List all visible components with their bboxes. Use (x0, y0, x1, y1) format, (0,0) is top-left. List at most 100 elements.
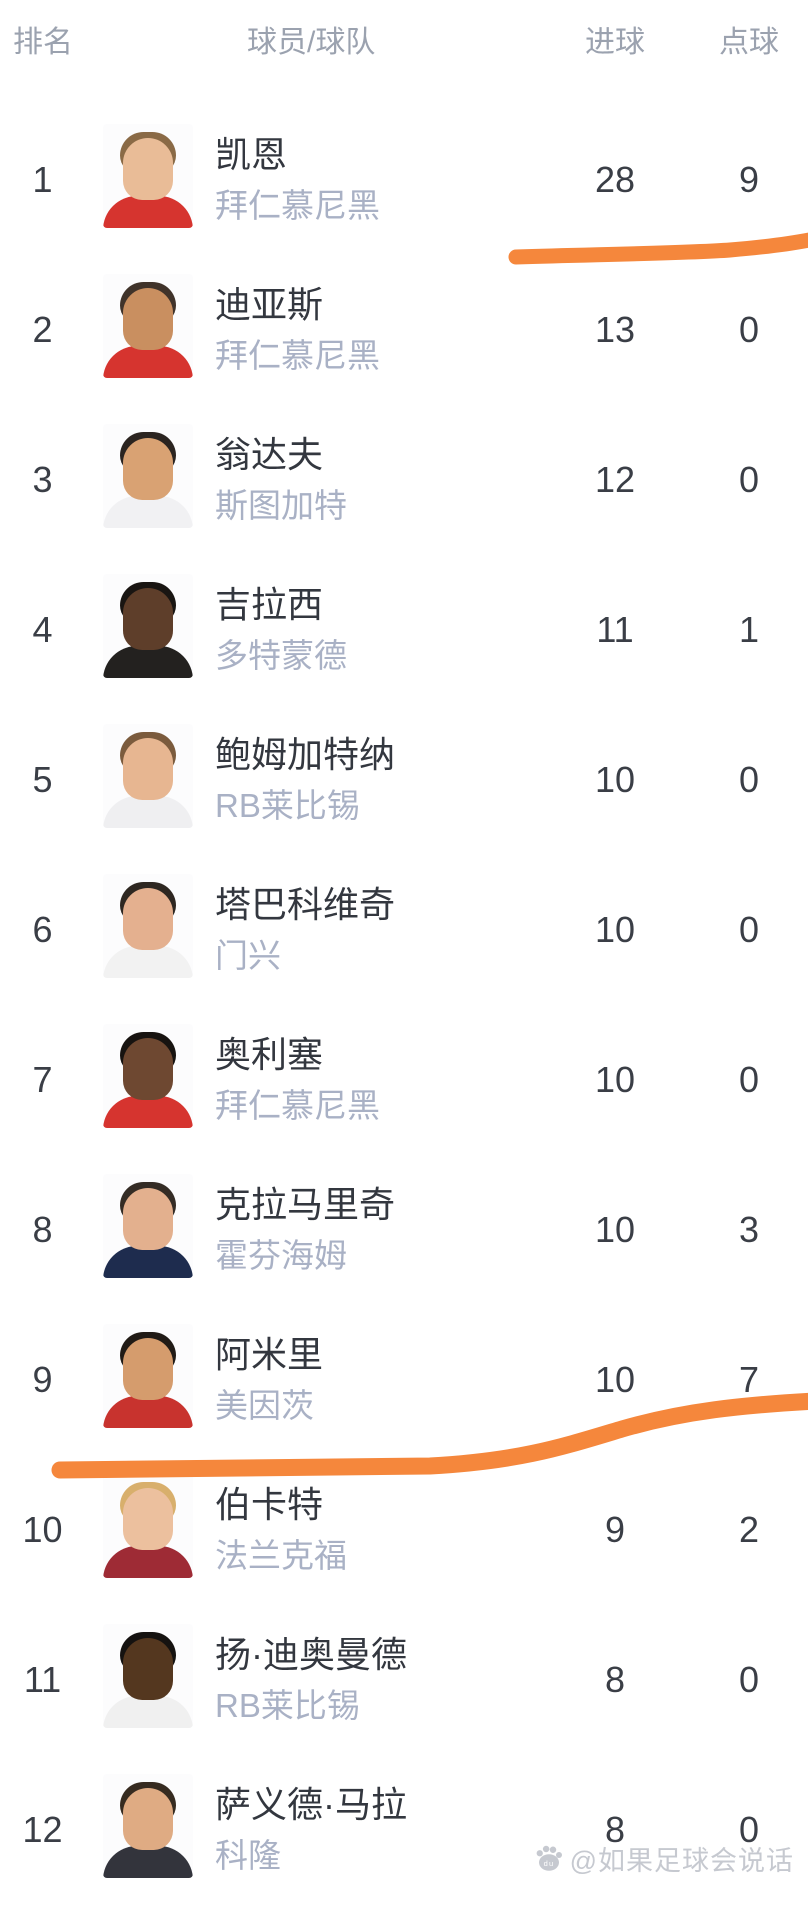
rank-number: 10 (22, 1509, 63, 1550)
penalties-value: 0 (738, 1809, 760, 1850)
player-name: 翁达夫 (215, 434, 324, 475)
avatar-jersey (103, 1246, 193, 1278)
goals-value: 11 (596, 609, 634, 650)
watermark-text: @如果足球会说话 (569, 1845, 794, 1876)
player-photo (103, 1624, 193, 1728)
avatar-jersey (103, 1696, 193, 1728)
avatar-face (123, 438, 173, 500)
player-name: 阿米里 (215, 1334, 324, 1375)
penalties-value: 7 (738, 1359, 760, 1400)
rank-number: 8 (32, 1209, 53, 1250)
header-goals: 进球 (585, 26, 645, 59)
player-name: 奥利塞 (215, 1034, 324, 1075)
player-name: 克拉马里奇 (215, 1184, 396, 1225)
team-name: 拜仁慕尼黑 (215, 337, 380, 374)
table-header: 排名 球员/球队 进球 点球 (0, 0, 808, 105)
team-name: 美因茨 (215, 1387, 314, 1424)
player-name: 塔巴科维奇 (215, 884, 396, 925)
goals-value: 10 (594, 1209, 636, 1250)
player-name: 伯卡特 (215, 1484, 324, 1525)
player-team-cell: 阿米里 美因茨 (215, 1333, 540, 1427)
avatar-face (123, 588, 173, 650)
avatar-jersey (103, 796, 193, 828)
scorer-row[interactable]: 10 伯卡特 法兰克福 9 2 (0, 1455, 808, 1605)
goals-value: 10 (594, 1059, 636, 1100)
rank-number: 6 (32, 909, 53, 950)
player-photo (103, 1324, 193, 1428)
goals-value: 8 (604, 1809, 626, 1850)
player-team-cell: 凯恩 拜仁慕尼黑 (215, 133, 540, 227)
rank-number: 3 (32, 459, 53, 500)
player-photo (103, 874, 193, 978)
player-team-cell: 迪亚斯 拜仁慕尼黑 (215, 283, 540, 377)
team-name: 法兰克福 (215, 1537, 347, 1574)
player-team-cell: 伯卡特 法兰克福 (215, 1483, 540, 1577)
player-team-cell: 萨义德·马拉 科隆 (215, 1783, 540, 1877)
header-rank: 排名 (13, 26, 73, 59)
header-penalties: 点球 (719, 26, 779, 59)
scorer-row[interactable]: 9 阿米里 美因茨 10 7 (0, 1305, 808, 1455)
player-name: 扬·迪奥曼德 (215, 1634, 407, 1675)
player-team-cell: 奥利塞 拜仁慕尼黑 (215, 1033, 540, 1127)
team-name: 科隆 (215, 1837, 281, 1874)
scorer-row[interactable]: 8 克拉马里奇 霍芬海姆 10 3 (0, 1155, 808, 1305)
player-team-cell: 吉拉西 多特蒙德 (215, 583, 540, 677)
scorer-list: 1 凯恩 拜仁慕尼黑 28 9 2 迪亚斯 拜仁慕尼黑 13 0 3 (0, 105, 808, 1905)
scorer-row[interactable]: 3 翁达夫 斯图加特 12 0 (0, 405, 808, 555)
goals-value: 10 (594, 759, 636, 800)
scorer-row[interactable]: 12 萨义德·马拉 科隆 8 0 (0, 1755, 808, 1905)
scorer-row[interactable]: 4 吉拉西 多特蒙德 11 1 (0, 555, 808, 705)
player-photo (103, 1774, 193, 1878)
rank-number: 1 (32, 159, 53, 200)
rank-number: 5 (32, 759, 53, 800)
player-photo (103, 1174, 193, 1278)
scorer-row[interactable]: 7 奥利塞 拜仁慕尼黑 10 0 (0, 1005, 808, 1155)
avatar-jersey (103, 1546, 193, 1578)
goals-value: 10 (594, 1359, 636, 1400)
avatar-jersey (103, 196, 193, 228)
scorer-row[interactable]: 6 塔巴科维奇 门兴 10 0 (0, 855, 808, 1005)
player-photo (103, 424, 193, 528)
player-photo (103, 574, 193, 678)
player-name: 吉拉西 (215, 584, 324, 625)
team-name: 门兴 (215, 937, 281, 974)
scorer-row[interactable]: 11 扬·迪奥曼德 RB莱比锡 8 0 (0, 1605, 808, 1755)
rank-number: 9 (32, 1359, 53, 1400)
goals-value: 9 (604, 1509, 626, 1550)
team-name: 多特蒙德 (215, 637, 347, 674)
player-team-cell: 翁达夫 斯图加特 (215, 433, 540, 527)
scorer-row[interactable]: 5 鲍姆加特纳 RB莱比锡 10 0 (0, 705, 808, 855)
penalties-value: 1 (738, 609, 760, 650)
avatar-face (123, 738, 173, 800)
rank-number: 4 (32, 609, 53, 650)
watermark: du @如果足球会说话 (534, 1840, 794, 1876)
team-name: 斯图加特 (215, 487, 347, 524)
avatar-face (123, 1788, 173, 1850)
penalties-value: 0 (738, 759, 760, 800)
player-name: 萨义德·马拉 (215, 1784, 407, 1825)
team-name: 拜仁慕尼黑 (215, 187, 380, 224)
avatar-jersey (103, 1396, 193, 1428)
player-photo (103, 724, 193, 828)
penalties-value: 0 (738, 459, 760, 500)
rank-number: 11 (23, 1659, 62, 1700)
rank-number: 12 (22, 1809, 63, 1850)
player-photo (103, 1024, 193, 1128)
player-name: 迪亚斯 (215, 284, 324, 325)
player-photo (103, 124, 193, 228)
penalties-value: 0 (738, 909, 760, 950)
player-team-cell: 塔巴科维奇 门兴 (215, 883, 540, 977)
scorer-row[interactable]: 2 迪亚斯 拜仁慕尼黑 13 0 (0, 255, 808, 405)
goals-value: 10 (594, 909, 636, 950)
avatar-face (123, 1488, 173, 1550)
player-name: 鲍姆加特纳 (215, 734, 396, 775)
goals-value: 8 (604, 1659, 626, 1700)
player-team-cell: 鲍姆加特纳 RB莱比锡 (215, 733, 540, 827)
avatar-face (123, 288, 173, 350)
avatar-jersey (103, 346, 193, 378)
avatar-face (123, 1638, 173, 1700)
rank-number: 2 (32, 309, 53, 350)
scorer-row[interactable]: 1 凯恩 拜仁慕尼黑 28 9 (0, 105, 808, 255)
goals-value: 12 (594, 459, 636, 500)
player-photo (103, 274, 193, 378)
